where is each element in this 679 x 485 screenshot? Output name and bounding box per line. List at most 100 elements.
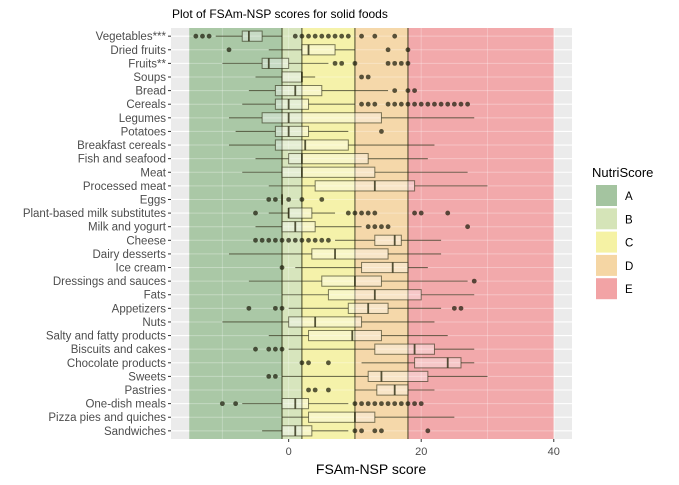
outlier-point <box>418 101 424 107</box>
plot-panel <box>171 28 572 439</box>
box-pizza-pies-and-quiches <box>282 411 455 423</box>
outlier-point <box>359 33 364 39</box>
outlier-point <box>319 197 325 202</box>
y-tick-label: Chocolate products <box>67 358 166 370</box>
outlier-point <box>279 237 285 243</box>
outlier-point <box>272 305 278 311</box>
legend-key-d <box>596 254 617 276</box>
legend-key-b <box>596 208 617 230</box>
y-tick-label: One-dish meals <box>85 399 166 411</box>
outlier-point <box>365 210 371 216</box>
box-sweets <box>266 370 488 383</box>
box-ice-cream <box>279 261 428 274</box>
box-processed-meat <box>268 180 488 192</box>
y-tick-label: Ice cream <box>116 263 167 275</box>
outlier-point <box>345 210 351 216</box>
box-meat <box>242 166 468 178</box>
outlier-point <box>372 224 378 230</box>
nutriscore-zone-a <box>189 28 283 439</box>
outlier-point <box>365 224 371 230</box>
y-tick-label: Biscuits and cakes <box>71 344 166 356</box>
box-vegetables <box>193 30 398 42</box>
outlier-point <box>412 88 417 94</box>
box-iqr <box>261 57 290 69</box>
box-iqr <box>274 98 310 110</box>
outlier-point <box>398 101 404 107</box>
outlier-point <box>306 33 311 39</box>
outlier-point <box>306 360 311 366</box>
outlier-point <box>425 428 431 434</box>
box-iqr <box>281 71 303 83</box>
box-iqr <box>288 316 363 328</box>
outlier-point <box>226 47 232 53</box>
box-iqr <box>288 207 313 219</box>
box-iqr <box>314 180 416 192</box>
y-tick-label: Sweets <box>128 371 166 383</box>
outlier-point <box>253 237 258 243</box>
y-tick-label: Dairy desserts <box>93 249 167 261</box>
outlier-point <box>345 33 351 39</box>
outlier-point <box>418 401 424 407</box>
outlier-point <box>385 47 391 53</box>
outlier-point <box>352 428 358 434</box>
outlier-point <box>279 305 285 311</box>
x-axis: 0 20 40 <box>286 439 560 458</box>
box-breakfast-cereals <box>228 139 435 151</box>
outlier-point <box>326 33 331 39</box>
y-tick-label: Vegetables*** <box>96 31 167 43</box>
outlier-point <box>365 74 371 80</box>
outlier-point <box>385 60 391 66</box>
box-plant-based-milk-substitutes <box>253 207 451 219</box>
outlier-point <box>206 33 212 39</box>
box-salty-and-fatty-products <box>268 329 448 342</box>
outlier-point <box>392 60 398 66</box>
box-iqr <box>308 329 382 342</box>
y-tick-label: Legumes <box>119 113 167 125</box>
chart-title: Plot of FSAm-NSP scores for solid foods <box>172 7 388 21</box>
outlier-point <box>365 401 371 407</box>
outlier-point <box>219 401 225 407</box>
box-pastries <box>306 384 435 396</box>
legend-label-b: B <box>625 214 633 226</box>
outlier-point <box>326 237 331 243</box>
legend-label-a: A <box>625 191 633 203</box>
y-tick-label: Fats <box>144 290 167 302</box>
box-iqr <box>308 411 376 423</box>
outlier-point <box>359 101 364 107</box>
box-iqr <box>374 234 402 246</box>
box-iqr <box>261 112 382 124</box>
outlier-point <box>438 101 444 107</box>
outlier-point <box>445 101 451 107</box>
outlier-point <box>405 101 411 107</box>
legend-label-e: E <box>625 284 633 296</box>
outlier-point <box>279 265 285 270</box>
box-iqr <box>374 343 435 355</box>
box-nuts <box>222 316 435 328</box>
outlier-point <box>458 101 464 107</box>
outlier-point <box>306 387 311 393</box>
outlier-point <box>332 33 338 39</box>
outlier-point <box>233 401 239 407</box>
outlier-point <box>392 101 398 107</box>
outlier-point <box>352 401 358 407</box>
box-cheese <box>253 234 442 246</box>
box-fats <box>282 289 475 301</box>
outlier-point <box>272 237 278 243</box>
box-iqr <box>367 370 429 383</box>
outlier-point <box>200 33 205 39</box>
nutriscore-zone-b <box>282 28 302 439</box>
outlier-point <box>299 33 305 39</box>
outlier-point <box>253 210 258 216</box>
outlier-point <box>372 210 378 216</box>
x-tick-label: 20 <box>415 446 427 458</box>
box-iqr <box>281 221 316 233</box>
outlier-point <box>246 305 252 311</box>
outlier-point <box>412 401 417 407</box>
legend-key-c <box>596 231 617 253</box>
outlier-point <box>425 101 431 107</box>
legend-label-c: C <box>625 238 633 250</box>
outlier-point <box>372 428 378 434</box>
outlier-point <box>332 60 338 66</box>
